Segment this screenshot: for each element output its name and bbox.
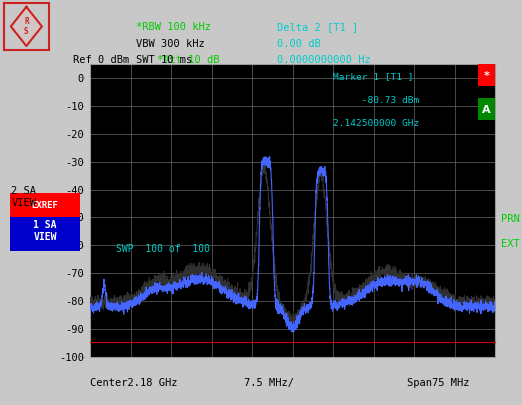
Text: *: * <box>483 70 489 81</box>
Bar <box>478 65 495 87</box>
Text: -80: -80 <box>65 296 84 307</box>
Text: -10: -10 <box>65 102 84 112</box>
Text: -40: -40 <box>65 185 84 195</box>
Text: -20: -20 <box>65 130 84 139</box>
Text: -60: -60 <box>65 241 84 251</box>
Text: Center2.18 GHz: Center2.18 GHz <box>90 377 177 388</box>
Text: SWT 10 ms: SWT 10 ms <box>136 55 192 65</box>
Text: 2 SA
VIEW: 2 SA VIEW <box>11 185 37 207</box>
Text: 0.00 dB: 0.00 dB <box>277 38 321 49</box>
Polygon shape <box>11 8 42 47</box>
Text: Delta 2 [T1 ]: Delta 2 [T1 ] <box>277 22 358 32</box>
Text: SWP  100 of  100: SWP 100 of 100 <box>116 243 210 253</box>
Text: 7.5 MHz/: 7.5 MHz/ <box>244 377 294 388</box>
Text: -50: -50 <box>65 213 84 223</box>
Text: R
S: R S <box>24 17 29 36</box>
Text: -70: -70 <box>65 269 84 279</box>
Text: EXT: EXT <box>501 238 520 248</box>
Text: Marker 1 [T1 ]: Marker 1 [T1 ] <box>333 72 413 81</box>
Text: 0.0000000000 Hz: 0.0000000000 Hz <box>277 55 371 65</box>
Text: Span75 MHz: Span75 MHz <box>407 377 470 388</box>
Text: 2.142500000 GHz: 2.142500000 GHz <box>333 119 419 128</box>
Text: EXREF: EXREF <box>31 201 58 210</box>
Text: *RBW 100 kHz: *RBW 100 kHz <box>136 22 211 32</box>
Text: -80.73 dBm: -80.73 dBm <box>333 96 419 104</box>
Text: A: A <box>482 105 491 115</box>
Text: Ref 0 dBm: Ref 0 dBm <box>73 55 129 65</box>
Text: -100: -100 <box>59 352 84 362</box>
Text: VBW 300 kHz: VBW 300 kHz <box>136 38 205 49</box>
Text: *Att 10 dB: *Att 10 dB <box>157 55 219 65</box>
Text: -30: -30 <box>65 157 84 167</box>
Text: 0: 0 <box>78 74 84 84</box>
Text: PRN: PRN <box>501 214 520 224</box>
Text: -90: -90 <box>65 324 84 334</box>
Text: 1 SA
VIEW: 1 SA VIEW <box>33 220 57 241</box>
Bar <box>478 99 495 121</box>
